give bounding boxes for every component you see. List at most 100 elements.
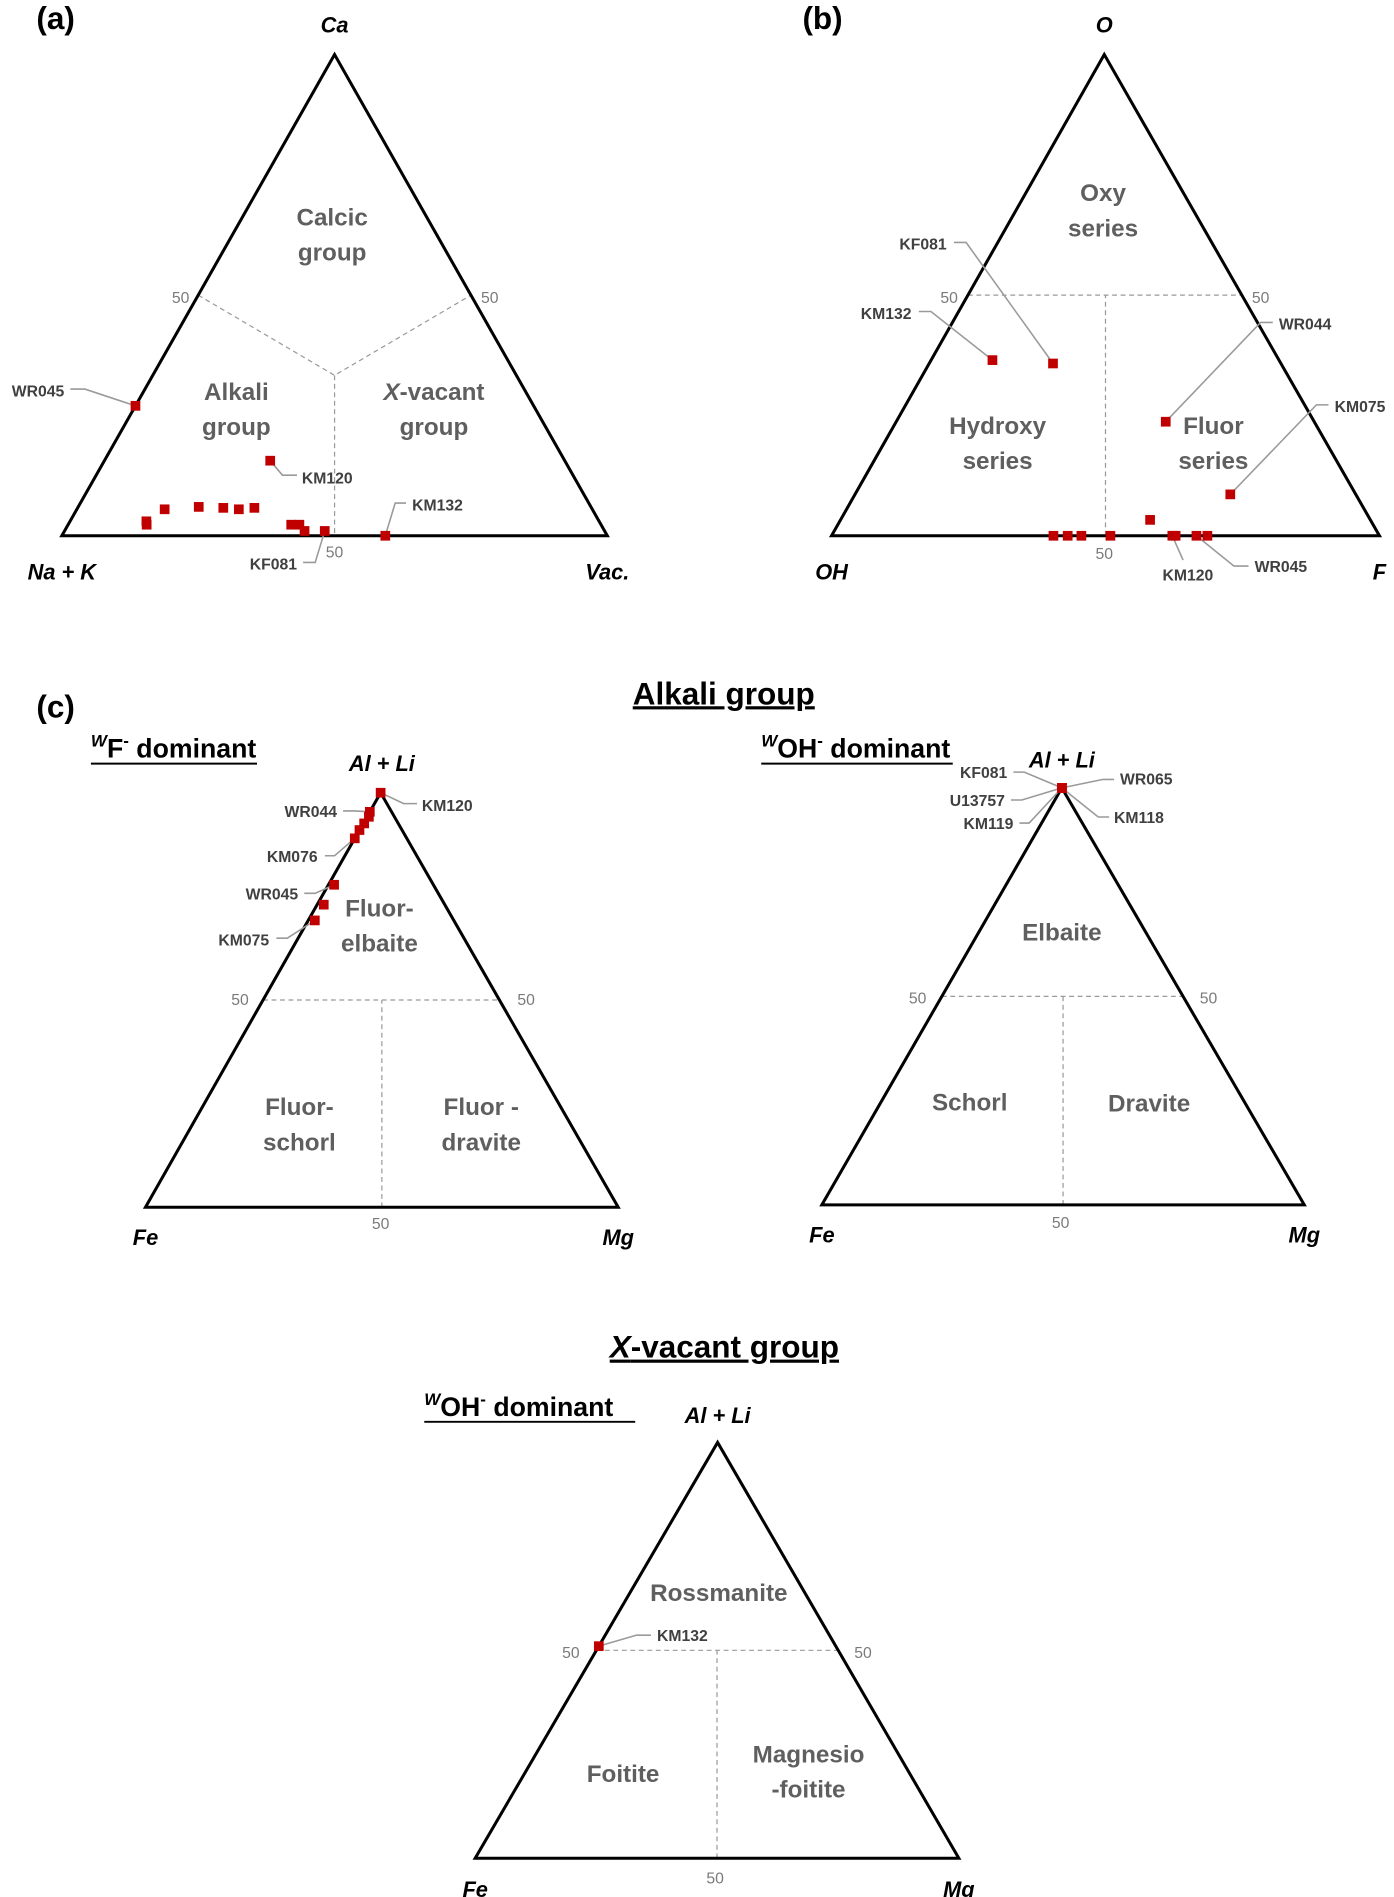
region-label-line: series bbox=[963, 448, 1033, 475]
heading-alkali-group: Alkali group bbox=[633, 675, 815, 711]
vertex-label-top: Al + Li bbox=[348, 751, 416, 776]
region-label: Fluor series bbox=[1178, 413, 1248, 475]
leader-line bbox=[324, 837, 356, 857]
region-label-line: Foitite bbox=[587, 1761, 660, 1788]
region-label-line: Oxy bbox=[1080, 180, 1126, 207]
data-point-marker bbox=[354, 825, 365, 835]
tick-label: 50 bbox=[1252, 290, 1270, 307]
sub-main: OH bbox=[777, 734, 817, 764]
panel-label: (c) bbox=[36, 689, 74, 725]
region-label-line: group bbox=[298, 240, 367, 267]
data-point-marker bbox=[1105, 530, 1116, 541]
sample-label: WR044 bbox=[1279, 317, 1332, 334]
sample-label: KM132 bbox=[657, 1628, 708, 1645]
region-label: Hydroxy series bbox=[949, 413, 1046, 475]
svg-text:WOH- dominant: WOH- dominant bbox=[761, 732, 950, 764]
vertex-label-left: Na + K bbox=[28, 559, 99, 584]
leader-line bbox=[70, 388, 136, 407]
sample-label: WR065 bbox=[1120, 771, 1173, 788]
data-point-marker bbox=[318, 899, 329, 910]
tick-label: 50 bbox=[562, 1645, 580, 1662]
sup-minus: - bbox=[817, 732, 823, 751]
tick-label: 50 bbox=[517, 992, 535, 1009]
data-point-marker bbox=[349, 833, 360, 844]
region-label: Oxy series bbox=[1068, 180, 1138, 242]
tick-label: 50 bbox=[231, 992, 249, 1009]
sample-label: KM118 bbox=[1114, 810, 1164, 827]
data-point-marker bbox=[364, 811, 374, 822]
data-point-marker bbox=[286, 519, 297, 530]
sample-label: WR045 bbox=[1255, 559, 1308, 576]
region-label-line: series bbox=[1068, 215, 1138, 242]
data-point-marker bbox=[309, 915, 320, 926]
data-point-marker bbox=[1062, 530, 1073, 541]
sample-label: KM120 bbox=[422, 798, 473, 815]
sample-label: KM132 bbox=[861, 306, 912, 323]
panel-label: (a) bbox=[36, 0, 74, 36]
sup-w: W bbox=[91, 732, 109, 751]
data-point-marker bbox=[1145, 515, 1155, 525]
region-label: Foitite bbox=[587, 1761, 660, 1788]
region-label-line: Rossmanite bbox=[650, 1580, 787, 1607]
data-point-marker bbox=[380, 530, 391, 541]
heading-x-vacant-group: X-vacant group bbox=[608, 1329, 839, 1365]
leader-line bbox=[303, 530, 326, 564]
sample-label: KM120 bbox=[302, 471, 353, 488]
region-label-line: X-vacant bbox=[381, 379, 484, 406]
region-label: X-vacant group bbox=[381, 379, 484, 441]
leader-line bbox=[384, 502, 407, 536]
data-point-marker bbox=[141, 516, 152, 527]
leader-line bbox=[1010, 787, 1063, 801]
leader-line bbox=[276, 919, 316, 939]
data-point-marker bbox=[1076, 530, 1087, 541]
tick-label: 50 bbox=[1052, 1215, 1070, 1232]
region-label-line: elbaite bbox=[341, 931, 418, 958]
region-label-line: -foitite bbox=[772, 1777, 846, 1804]
region-label: Calcic group bbox=[296, 204, 367, 266]
data-point-marker bbox=[1225, 489, 1236, 500]
data-point-marker bbox=[1191, 530, 1202, 541]
leader-line bbox=[1019, 787, 1063, 824]
leader-line bbox=[953, 241, 1054, 364]
data-point-marker bbox=[130, 400, 141, 411]
svg-text:WF- dominant: WF- dominant bbox=[91, 732, 256, 764]
data-point-marker bbox=[987, 355, 998, 365]
region-label: Rossmanite bbox=[650, 1580, 787, 1607]
sup-minus: - bbox=[123, 732, 129, 751]
data-point-marker bbox=[249, 503, 260, 513]
leader-line bbox=[380, 792, 417, 805]
heading-x-rest: -vacant group bbox=[631, 1329, 839, 1365]
sample-label: KM075 bbox=[1335, 399, 1386, 416]
region-label-line: Calcic bbox=[296, 204, 367, 231]
region-label-line: Magnesio bbox=[753, 1741, 865, 1768]
tick-label: 50 bbox=[1200, 991, 1218, 1008]
panel-label: (b) bbox=[802, 0, 842, 36]
region-label-line: series bbox=[1178, 448, 1248, 475]
data-point-marker bbox=[1170, 530, 1181, 541]
ternary-panel-c3: Al + Li Fe Mg 50 50 50 Rossmanite Foitite Magnes… bbox=[462, 1403, 974, 1897]
subheading-wf-dominant: WF- dominant bbox=[91, 732, 257, 765]
sample-label: WR045 bbox=[246, 886, 299, 903]
sup-minus: - bbox=[480, 1390, 486, 1409]
region-label-line: Fluor bbox=[1183, 413, 1244, 440]
vertex-label-left: Fe bbox=[133, 1225, 158, 1250]
data-point-marker bbox=[1048, 358, 1058, 369]
tick-label: 50 bbox=[1096, 546, 1114, 563]
ternary-triangle bbox=[59, 51, 610, 538]
region-label-line: Alkali bbox=[204, 379, 269, 406]
data-point-marker bbox=[1160, 416, 1171, 427]
sub-rest: dominant bbox=[823, 734, 950, 764]
data-point-marker bbox=[218, 503, 229, 513]
data-point-marker bbox=[319, 526, 330, 536]
sub-main: OH bbox=[440, 1392, 480, 1422]
sample-label: KF081 bbox=[899, 237, 947, 254]
tick-label: 50 bbox=[172, 290, 190, 307]
data-point-marker bbox=[193, 502, 204, 512]
data-point-marker bbox=[593, 1641, 604, 1652]
region-label: Elbaite bbox=[1022, 920, 1101, 947]
tick-label: 50 bbox=[854, 1645, 872, 1662]
data-point-marker bbox=[294, 519, 305, 530]
ternary-triangle bbox=[819, 784, 1307, 1207]
leader-line bbox=[598, 1634, 651, 1647]
